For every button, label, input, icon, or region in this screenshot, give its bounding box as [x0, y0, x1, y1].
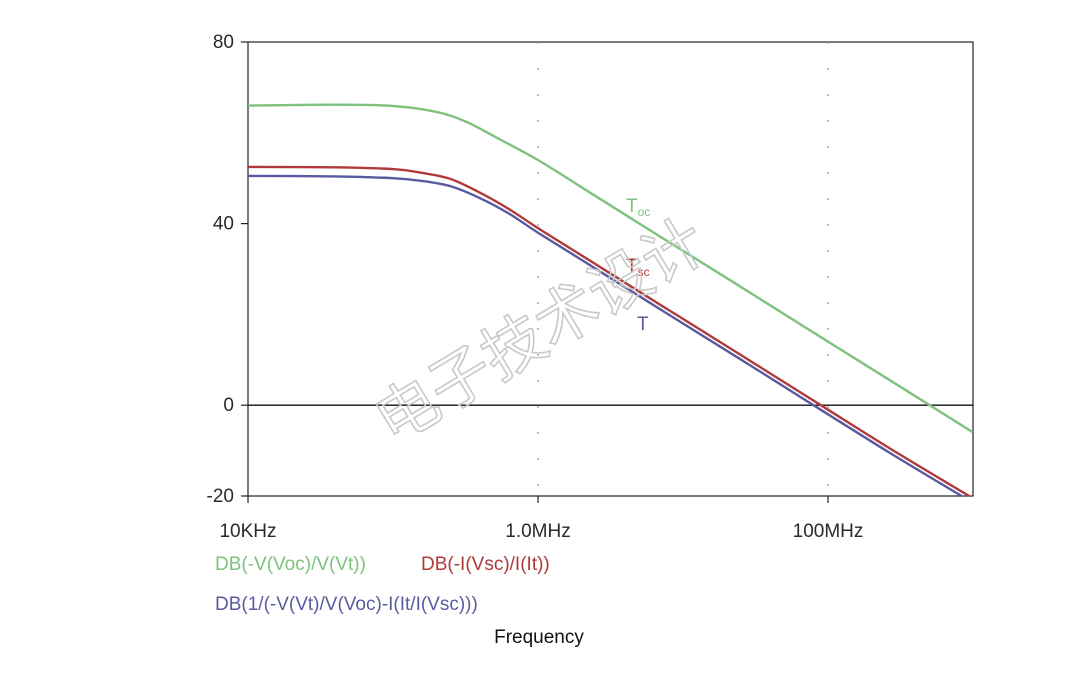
x-axis: 10KHz 1.0MHz 100MHz [219, 496, 863, 542]
y-tick-label: 40 [213, 214, 234, 235]
annotation-tsc: Tsc [626, 256, 650, 279]
x-tick-label: 10KHz [219, 521, 276, 542]
x-tick-label: 1.0MHz [505, 521, 570, 542]
y-axis: -20 0 40 80 [207, 32, 248, 507]
x-tick-label: 100MHz [793, 521, 864, 542]
y-tick-label: -20 [207, 486, 234, 507]
annotation-toc: Toc [626, 196, 650, 219]
plot-frame [247, 41, 974, 497]
legend-entry-t: DB(1/(-V(Vt)/V(Voc)-I(It/I(Vsc))) [215, 594, 478, 615]
legend-entry-vsc: DB(-I(Vsc)/I(It)) [421, 554, 550, 575]
series-t-line [248, 174, 964, 496]
legend-entry-voc: DB(-V(Voc)/V(Vt)) [215, 554, 366, 575]
series-toc-line [248, 103, 973, 434]
annotation-t: T [637, 314, 649, 335]
y-tick-label: 80 [213, 32, 234, 53]
watermark-text: 电子技术设计 [362, 204, 718, 458]
series-tsc-line [248, 165, 972, 496]
series-lines [248, 103, 973, 496]
curve-annotations: Toc Tsc T [626, 196, 650, 335]
x-axis-label: Frequency [494, 627, 584, 648]
y-tick-label: 0 [223, 395, 234, 416]
